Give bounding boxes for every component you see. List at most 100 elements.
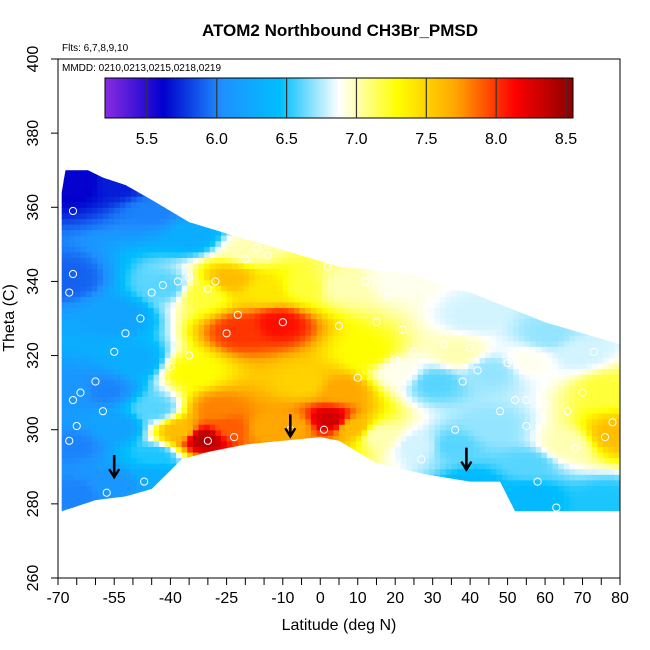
field-cell <box>164 223 171 231</box>
field-cell <box>271 362 278 370</box>
field-cell <box>299 274 306 281</box>
field-cell <box>80 346 87 353</box>
field-cell <box>265 307 273 314</box>
field-cell <box>102 285 110 292</box>
field-cell <box>136 485 143 492</box>
field-cell <box>86 385 93 392</box>
field-cell <box>69 357 76 364</box>
field-cell <box>74 446 82 453</box>
field-cell <box>164 246 171 253</box>
field-cell <box>170 307 177 314</box>
field-cell <box>63 290 70 297</box>
field-cell <box>147 335 155 342</box>
field-cell <box>176 418 183 425</box>
field-cell <box>198 424 205 431</box>
field-cell <box>147 451 155 459</box>
field-cell <box>204 357 211 364</box>
field-cell <box>164 413 171 420</box>
field-cell <box>462 396 469 403</box>
field-cell <box>125 246 132 253</box>
field-cell <box>423 374 430 381</box>
field-cell <box>440 324 447 331</box>
field-cell <box>249 413 256 420</box>
field-cell <box>80 379 87 386</box>
field-cell <box>237 374 245 381</box>
field-cell <box>485 329 492 336</box>
field-cell <box>74 312 82 320</box>
field-cell <box>142 301 149 308</box>
field-cell <box>164 463 171 470</box>
field-cell <box>198 279 205 286</box>
field-cell <box>423 429 430 436</box>
field-cell <box>147 246 155 253</box>
field-cell <box>170 413 177 420</box>
field-cell <box>395 307 402 314</box>
field-cell <box>114 190 121 197</box>
field-cell <box>361 435 368 442</box>
field-cell <box>355 385 363 392</box>
field-cell <box>417 312 424 320</box>
field-cell <box>176 246 183 253</box>
field-cell <box>187 368 194 375</box>
field-cell <box>61 274 65 281</box>
field-cell <box>333 407 340 414</box>
field-cell <box>254 279 261 286</box>
field-cell <box>74 474 82 481</box>
field-cell <box>457 440 464 447</box>
field-cell <box>288 335 295 342</box>
field-cell <box>451 390 458 397</box>
field-cell <box>428 463 436 470</box>
field-cell <box>74 502 82 509</box>
field-cell <box>479 379 486 386</box>
field-cell <box>383 451 391 459</box>
field-cell <box>226 279 233 286</box>
field-cell <box>125 301 132 308</box>
field-cell <box>288 307 295 314</box>
field-cell <box>61 246 65 253</box>
field-cell <box>209 346 216 353</box>
field-cell <box>74 351 82 359</box>
field-cell <box>102 418 110 425</box>
field-cell <box>299 257 306 264</box>
field-cell <box>102 179 110 186</box>
field-cell <box>288 390 295 397</box>
field-cell <box>74 279 82 286</box>
field-cell <box>74 196 82 203</box>
field-cell <box>232 274 239 281</box>
field-cell <box>271 357 278 364</box>
field-cell <box>131 201 138 208</box>
field-cell <box>136 407 143 414</box>
field-cell <box>383 346 391 353</box>
field-cell <box>74 385 82 392</box>
field-cell <box>63 396 70 403</box>
field-cell <box>490 340 497 347</box>
field-cell <box>316 301 323 308</box>
field-cell <box>125 379 132 386</box>
field-cell <box>215 424 222 431</box>
field-cell <box>237 257 245 264</box>
field-cell <box>260 379 267 386</box>
field-cell <box>215 346 222 353</box>
field-cell <box>277 335 284 342</box>
field-cell <box>277 251 284 258</box>
field-cell <box>254 262 261 270</box>
field-cell <box>282 385 290 392</box>
field-cell <box>451 457 458 464</box>
field-cell <box>108 440 115 447</box>
field-cell <box>333 374 340 381</box>
field-cell <box>114 301 121 308</box>
field-cell <box>164 401 171 409</box>
field-cell <box>378 279 385 286</box>
field-cell <box>142 485 149 492</box>
field-cell <box>119 190 127 197</box>
field-cell <box>63 185 70 192</box>
field-cell <box>339 274 346 281</box>
field-cell <box>114 401 121 409</box>
field-cell <box>119 451 127 459</box>
field-cell <box>97 274 104 281</box>
field-cell <box>232 346 239 353</box>
field-cell <box>361 346 368 353</box>
field-cell <box>159 396 166 403</box>
field-cell <box>215 390 222 397</box>
field-cell <box>299 374 306 381</box>
